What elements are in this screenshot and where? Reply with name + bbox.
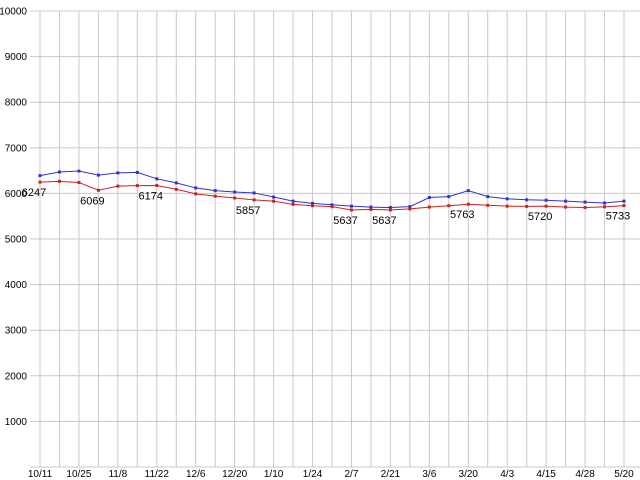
series-red-marker [525, 204, 529, 208]
series-red-marker [603, 205, 607, 209]
series-blue-marker [486, 195, 490, 199]
series-red-marker [447, 204, 451, 208]
data-point-label: 5733 [606, 211, 630, 223]
x-tick-label: 4/3 [500, 469, 514, 480]
data-point-label: 5857 [236, 205, 260, 217]
series-red-marker [408, 207, 412, 211]
y-tick-label: 9000 [5, 52, 28, 63]
series-blue-marker [38, 174, 42, 178]
series-blue-marker [135, 170, 139, 174]
series-blue-marker [583, 200, 587, 204]
y-tick-label: 2000 [5, 371, 28, 382]
series-blue-marker [466, 189, 470, 193]
series-blue-marker [96, 173, 100, 177]
series-red-marker [369, 207, 373, 211]
series-red-marker [213, 194, 217, 198]
series-red-marker [427, 205, 431, 209]
series-blue-marker [77, 169, 81, 173]
x-tick-label: 1/24 [303, 469, 323, 480]
x-tick-label: 10/25 [66, 469, 91, 480]
series-red-marker [622, 204, 626, 208]
y-tick-label: 10000 [0, 7, 27, 18]
series-red-marker [311, 204, 315, 208]
series-blue-marker [233, 190, 237, 194]
x-tick-label: 11/22 [145, 469, 170, 480]
series-blue-marker [603, 201, 607, 205]
series-blue-marker [194, 186, 198, 190]
y-tick-label: 1000 [5, 417, 28, 428]
series-red-marker [349, 208, 353, 212]
x-tick-label: 10/11 [28, 469, 53, 480]
data-point-label: 5763 [450, 209, 474, 221]
series-red-marker [486, 203, 490, 207]
series-red-marker [466, 202, 470, 206]
y-tick-label: 6000 [5, 189, 28, 200]
series-red-marker [252, 198, 256, 202]
data-point-label: 6247 [22, 187, 46, 199]
y-tick-label: 3000 [5, 326, 28, 337]
series-red-marker [155, 183, 159, 187]
data-point-label: 5720 [528, 211, 552, 223]
x-tick-label: 12/6 [186, 469, 206, 480]
series-blue-marker [525, 198, 529, 202]
data-point-label: 6174 [139, 190, 163, 202]
series-red-marker [233, 196, 237, 200]
series-blue-marker [57, 170, 61, 174]
series-red-marker [38, 180, 42, 184]
y-tick-label: 5000 [5, 235, 28, 246]
x-tick-label: 4/28 [575, 469, 595, 480]
x-tick-label: 5/20 [614, 469, 634, 480]
x-tick-label: 2/7 [345, 469, 359, 480]
x-tick-label: 11/8 [108, 469, 127, 480]
x-tick-label: 2/21 [381, 469, 401, 480]
x-tick-label: 3/6 [422, 469, 436, 480]
series-blue-marker [252, 191, 256, 195]
series-red-marker [135, 184, 139, 188]
series-red-marker [174, 187, 178, 191]
y-tick-label: 4000 [5, 280, 28, 291]
series-red-marker [388, 208, 392, 212]
series-red-marker [330, 205, 334, 209]
x-tick-label: 3/20 [459, 469, 479, 480]
series-blue-marker [622, 199, 626, 203]
series-blue-marker [447, 195, 451, 199]
series-red-marker [505, 204, 509, 208]
series-blue-marker [505, 197, 509, 201]
series-blue-marker [349, 204, 353, 208]
series-blue-marker [311, 201, 315, 205]
series-blue-marker [213, 189, 217, 193]
x-tick-label: 4/15 [536, 469, 556, 480]
data-point-label: 5637 [372, 215, 396, 227]
series-blue-marker [564, 199, 568, 203]
series-blue-marker [544, 198, 548, 202]
x-tick-label: 12/20 [222, 469, 247, 480]
series-red-marker [57, 179, 61, 183]
x-tick-label: 1/10 [264, 469, 284, 480]
y-tick-label: 8000 [5, 98, 28, 109]
series-red-marker [583, 206, 587, 210]
series-red-marker [291, 202, 295, 206]
series-blue-marker [155, 177, 159, 181]
series-blue-marker [427, 196, 431, 200]
y-tick-label: 7000 [5, 143, 28, 154]
series-red-marker [96, 188, 100, 192]
series-blue-marker [330, 203, 334, 207]
series-blue-marker [388, 206, 392, 210]
series-blue-marker [291, 199, 295, 203]
series-blue-marker [272, 195, 276, 199]
series-red-marker [272, 199, 276, 203]
series-red-marker [77, 180, 81, 184]
series-red-marker [194, 192, 198, 196]
data-point-label: 5637 [333, 215, 357, 227]
series-red-marker [116, 184, 120, 188]
data-point-label: 6069 [80, 195, 104, 207]
series-blue-marker [174, 181, 178, 185]
series-red-marker [564, 205, 568, 209]
series-blue-marker [408, 205, 412, 209]
series-blue-marker [369, 205, 373, 209]
series-blue-marker [116, 171, 120, 175]
series-red-marker [544, 204, 548, 208]
